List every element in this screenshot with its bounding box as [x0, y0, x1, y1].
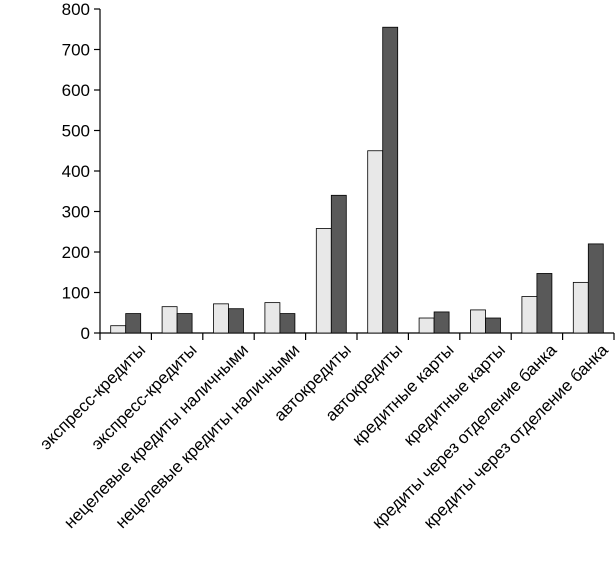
bar-series-2 — [125, 313, 142, 334]
bar-series-1 — [315, 228, 332, 334]
y-tick-label: 800 — [62, 0, 90, 19]
bar-series-1 — [161, 306, 178, 334]
bar-series-1 — [521, 296, 538, 334]
y-tick-label: 500 — [62, 122, 90, 141]
y-tick-label: 200 — [62, 243, 90, 262]
bar-series-1 — [110, 325, 127, 334]
y-tick-label: 400 — [62, 162, 90, 181]
y-tick-label: 100 — [62, 284, 90, 303]
bar-series-2 — [176, 313, 193, 334]
bar-series-2 — [279, 313, 296, 334]
bar-series-1 — [213, 303, 229, 334]
bar-series-1 — [572, 281, 589, 334]
bar-series-2 — [382, 26, 399, 334]
bar-series-2 — [587, 243, 604, 334]
bar-series-2 — [536, 273, 553, 334]
category-label: кредиты через отделение банка — [420, 340, 612, 532]
category-label: нецелевые кредиты наличными — [112, 340, 304, 532]
x-axis — [99, 332, 615, 340]
bar-series-2 — [330, 194, 347, 334]
y-axis: 0 100 200 300 400 500 600 700 800 — [62, 0, 101, 343]
y-tick-label: 300 — [62, 203, 90, 222]
category-labels: экспресс-кредитыэкспресс-кредитынецелевы… — [36, 340, 612, 532]
y-tick-label: 700 — [62, 41, 90, 60]
bar-series-2 — [228, 308, 244, 334]
y-tick-label: 600 — [62, 81, 90, 100]
bars — [110, 26, 604, 334]
y-tick-label: 0 — [81, 324, 90, 343]
category-label: кредиты через отделение банка — [368, 340, 560, 532]
bar-series-1 — [264, 302, 281, 334]
bar-series-1 — [367, 150, 384, 334]
bar-series-1 — [418, 317, 435, 334]
bar-series-1 — [470, 309, 486, 334]
bar-series-2 — [485, 317, 501, 334]
bar-series-2 — [433, 311, 450, 334]
category-label: нецелевые кредиты наличными — [60, 340, 252, 532]
